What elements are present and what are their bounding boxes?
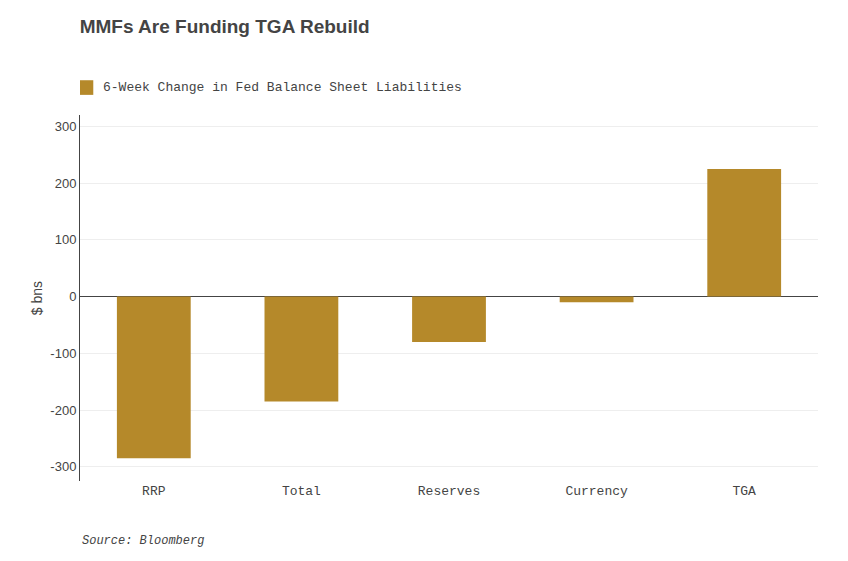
svg-text:-300: -300 [50, 459, 76, 474]
svg-text:Reserves: Reserves [418, 484, 480, 499]
svg-text:6-Week Change in Fed Balance S: 6-Week Change in Fed Balance Sheet Liabi… [103, 80, 462, 95]
svg-text:-200: -200 [50, 403, 76, 418]
svg-text:Total: Total [282, 484, 321, 499]
svg-text:MMFs Are Funding TGA Rebuild: MMFs Are Funding TGA Rebuild [80, 16, 370, 37]
svg-text:$ bns: $ bns [29, 281, 45, 315]
svg-text:100: 100 [55, 232, 77, 247]
svg-text:RRP: RRP [142, 484, 166, 499]
svg-text:0: 0 [69, 289, 76, 304]
svg-text:Source: Bloomberg: Source: Bloomberg [82, 534, 204, 548]
svg-text:-100: -100 [50, 346, 76, 361]
svg-text:TGA: TGA [732, 484, 756, 499]
svg-text:Currency: Currency [565, 484, 628, 499]
svg-text:200: 200 [55, 176, 77, 191]
svg-text:300: 300 [55, 119, 77, 134]
